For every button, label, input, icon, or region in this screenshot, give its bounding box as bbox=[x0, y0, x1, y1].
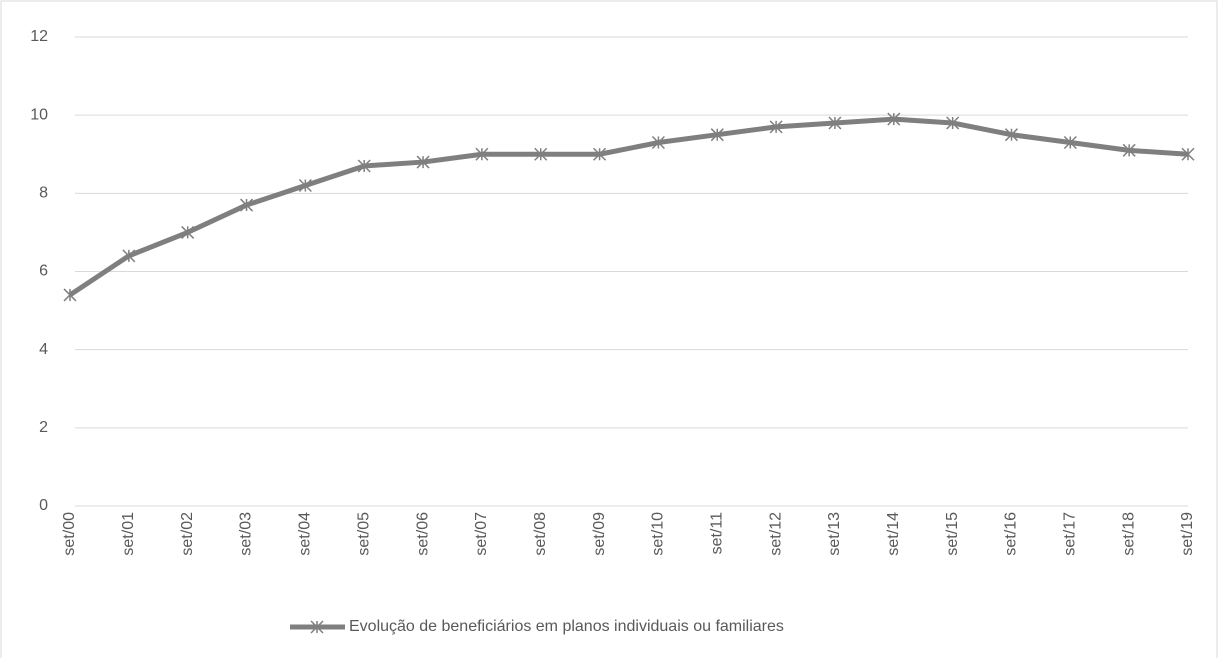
x-tick-label: set/02 bbox=[179, 512, 196, 556]
x-tick-label: set/11 bbox=[708, 512, 725, 555]
point-marker bbox=[181, 225, 195, 239]
point-marker bbox=[1122, 143, 1136, 157]
x-tick-label: set/15 bbox=[944, 512, 961, 556]
point-marker bbox=[651, 135, 665, 150]
x-tick-label: set/04 bbox=[297, 512, 314, 556]
x-tick-label: set/17 bbox=[1062, 512, 1079, 556]
y-tick-label: 4 bbox=[39, 341, 48, 358]
point-marker bbox=[828, 116, 842, 130]
x-tick-label: set/08 bbox=[532, 512, 549, 556]
legend-marker bbox=[310, 620, 324, 634]
point-marker bbox=[122, 249, 136, 263]
x-tick-label: set/12 bbox=[767, 512, 784, 556]
y-tick-label: 8 bbox=[39, 185, 48, 202]
x-tick-label: set/19 bbox=[1179, 512, 1196, 556]
x-tick-label: set/03 bbox=[238, 512, 255, 556]
x-tick-label: set/01 bbox=[120, 512, 137, 556]
x-tick-label: set/18 bbox=[1120, 512, 1137, 556]
point-marker bbox=[1181, 147, 1195, 161]
point-marker bbox=[887, 112, 901, 126]
point-marker bbox=[475, 147, 489, 161]
point-marker bbox=[416, 155, 430, 169]
y-tick-label: 0 bbox=[39, 497, 48, 514]
point-marker bbox=[63, 288, 77, 302]
point-marker bbox=[298, 178, 312, 193]
x-tick-label: set/00 bbox=[61, 512, 78, 556]
x-tick-label: set/16 bbox=[1003, 512, 1020, 556]
x-tick-label: set/14 bbox=[885, 512, 902, 556]
point-marker bbox=[593, 147, 607, 161]
y-tick-label: 6 bbox=[39, 263, 48, 280]
y-tick-label: 10 bbox=[30, 106, 48, 123]
legend-label: Evolução de beneficiários em planos indi… bbox=[349, 618, 784, 635]
x-tick-label: set/07 bbox=[473, 512, 490, 556]
y-tick-label: 2 bbox=[39, 419, 48, 436]
point-marker bbox=[357, 159, 371, 173]
x-tick-label: set/06 bbox=[414, 512, 431, 556]
point-marker bbox=[239, 198, 254, 212]
x-tick-label: set/09 bbox=[591, 512, 608, 556]
y-tick-label: 12 bbox=[30, 28, 48, 45]
point-marker bbox=[710, 128, 724, 142]
point-marker bbox=[534, 147, 548, 161]
x-tick-label: set/13 bbox=[826, 512, 843, 556]
x-tick-label: set/10 bbox=[650, 512, 667, 556]
point-marker bbox=[1063, 135, 1077, 150]
series-line bbox=[68, 116, 1189, 298]
x-tick-label: set/05 bbox=[355, 512, 372, 556]
point-marker bbox=[946, 116, 960, 130]
point-marker bbox=[769, 120, 783, 134]
point-marker bbox=[1004, 128, 1019, 142]
